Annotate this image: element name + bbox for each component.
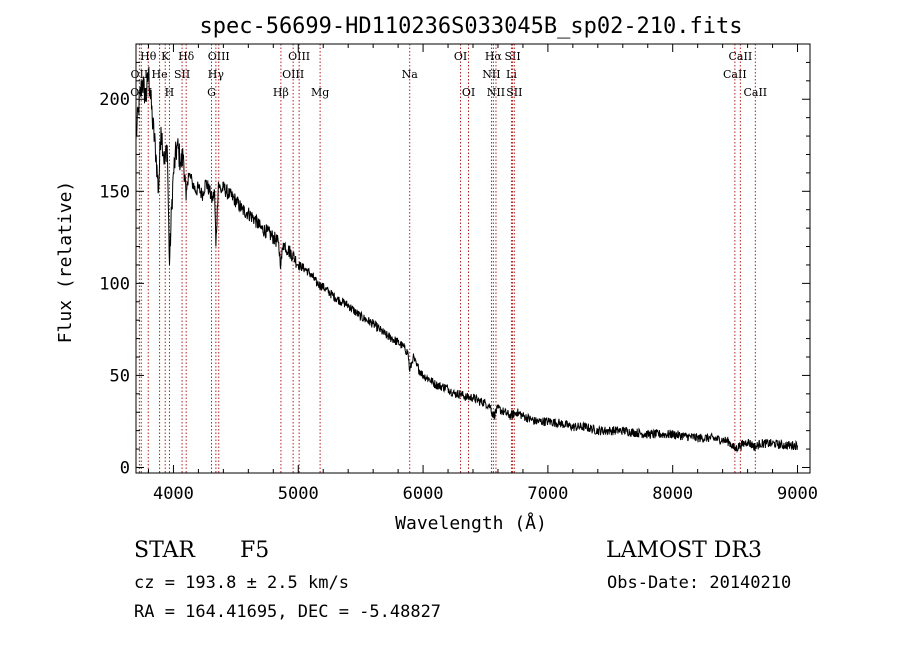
- line-marker-label: OIII: [282, 68, 304, 81]
- line-marker-label: OII: [131, 68, 149, 81]
- y-tick-label: 200: [99, 90, 130, 110]
- y-tick-label: 0: [120, 458, 130, 478]
- line-marker-label: CaII: [723, 68, 747, 81]
- plot-frame: [135, 43, 811, 474]
- line-marker-label: CaII: [743, 86, 767, 99]
- x-tick-label: 8000: [652, 484, 693, 504]
- line-marker-label: OI: [462, 86, 475, 99]
- y-tick-label: 150: [99, 182, 130, 202]
- line-marker-label: Hγ: [208, 68, 225, 81]
- line-marker-label: Li: [506, 68, 517, 81]
- line-marker-label: OIII: [208, 50, 230, 63]
- line-marker-label: CaII: [729, 50, 753, 63]
- line-marker-label: He: [152, 68, 168, 81]
- y-axis-label: Flux (relative): [55, 181, 76, 344]
- line-marker-label: NII: [487, 86, 505, 99]
- redshift-velocity: cz = 193.8 ± 2.5 km/s: [134, 573, 349, 593]
- survey-label: LAMOST DR3: [606, 538, 762, 563]
- line-marker-label: OI: [454, 50, 467, 63]
- line-marker-label: K: [161, 50, 170, 63]
- line-marker-label: Hθ: [140, 50, 157, 63]
- x-axis-label: Wavelength (Å): [395, 512, 547, 534]
- line-marker-label: Hδ: [178, 50, 195, 63]
- y-axis: 0 50 100 150 200: [99, 61, 810, 478]
- x-axis: 4000 5000 6000 7000 8000 9000: [147, 44, 818, 504]
- line-marker-label: NII: [482, 68, 500, 81]
- line-marker-label: H: [165, 86, 175, 99]
- spectrum-line: [135, 66, 798, 454]
- x-tick-label: 4000: [153, 484, 194, 504]
- line-marker-label: G: [207, 86, 216, 99]
- x-tick-label: 7000: [527, 484, 568, 504]
- x-tick-label: 5000: [278, 484, 319, 504]
- spectral-subclass: F5: [240, 538, 270, 563]
- line-marker-label: Hα: [485, 50, 503, 63]
- chart-title: spec-56699-HD110236S033045B_sp02-210.fit…: [199, 14, 742, 39]
- line-marker-label: SII: [504, 50, 520, 63]
- sky-coordinates: RA = 164.41695, DEC = -5.48827: [134, 602, 442, 622]
- line-marker-label: Na: [402, 68, 419, 81]
- x-tick-label: 9000: [777, 484, 818, 504]
- line-marker-label: OIII: [288, 50, 310, 63]
- line-marker-label: Mg: [311, 86, 329, 99]
- y-tick-label: 50: [110, 366, 130, 386]
- line-marker-label: SII: [174, 68, 190, 81]
- line-marker-label: Hβ: [273, 86, 289, 99]
- observation-date: Obs-Date: 20140210: [607, 573, 792, 593]
- x-tick-label: 6000: [403, 484, 444, 504]
- y-tick-label: 100: [99, 274, 130, 294]
- object-class: STAR: [134, 538, 195, 563]
- line-marker-label: SII: [506, 86, 522, 99]
